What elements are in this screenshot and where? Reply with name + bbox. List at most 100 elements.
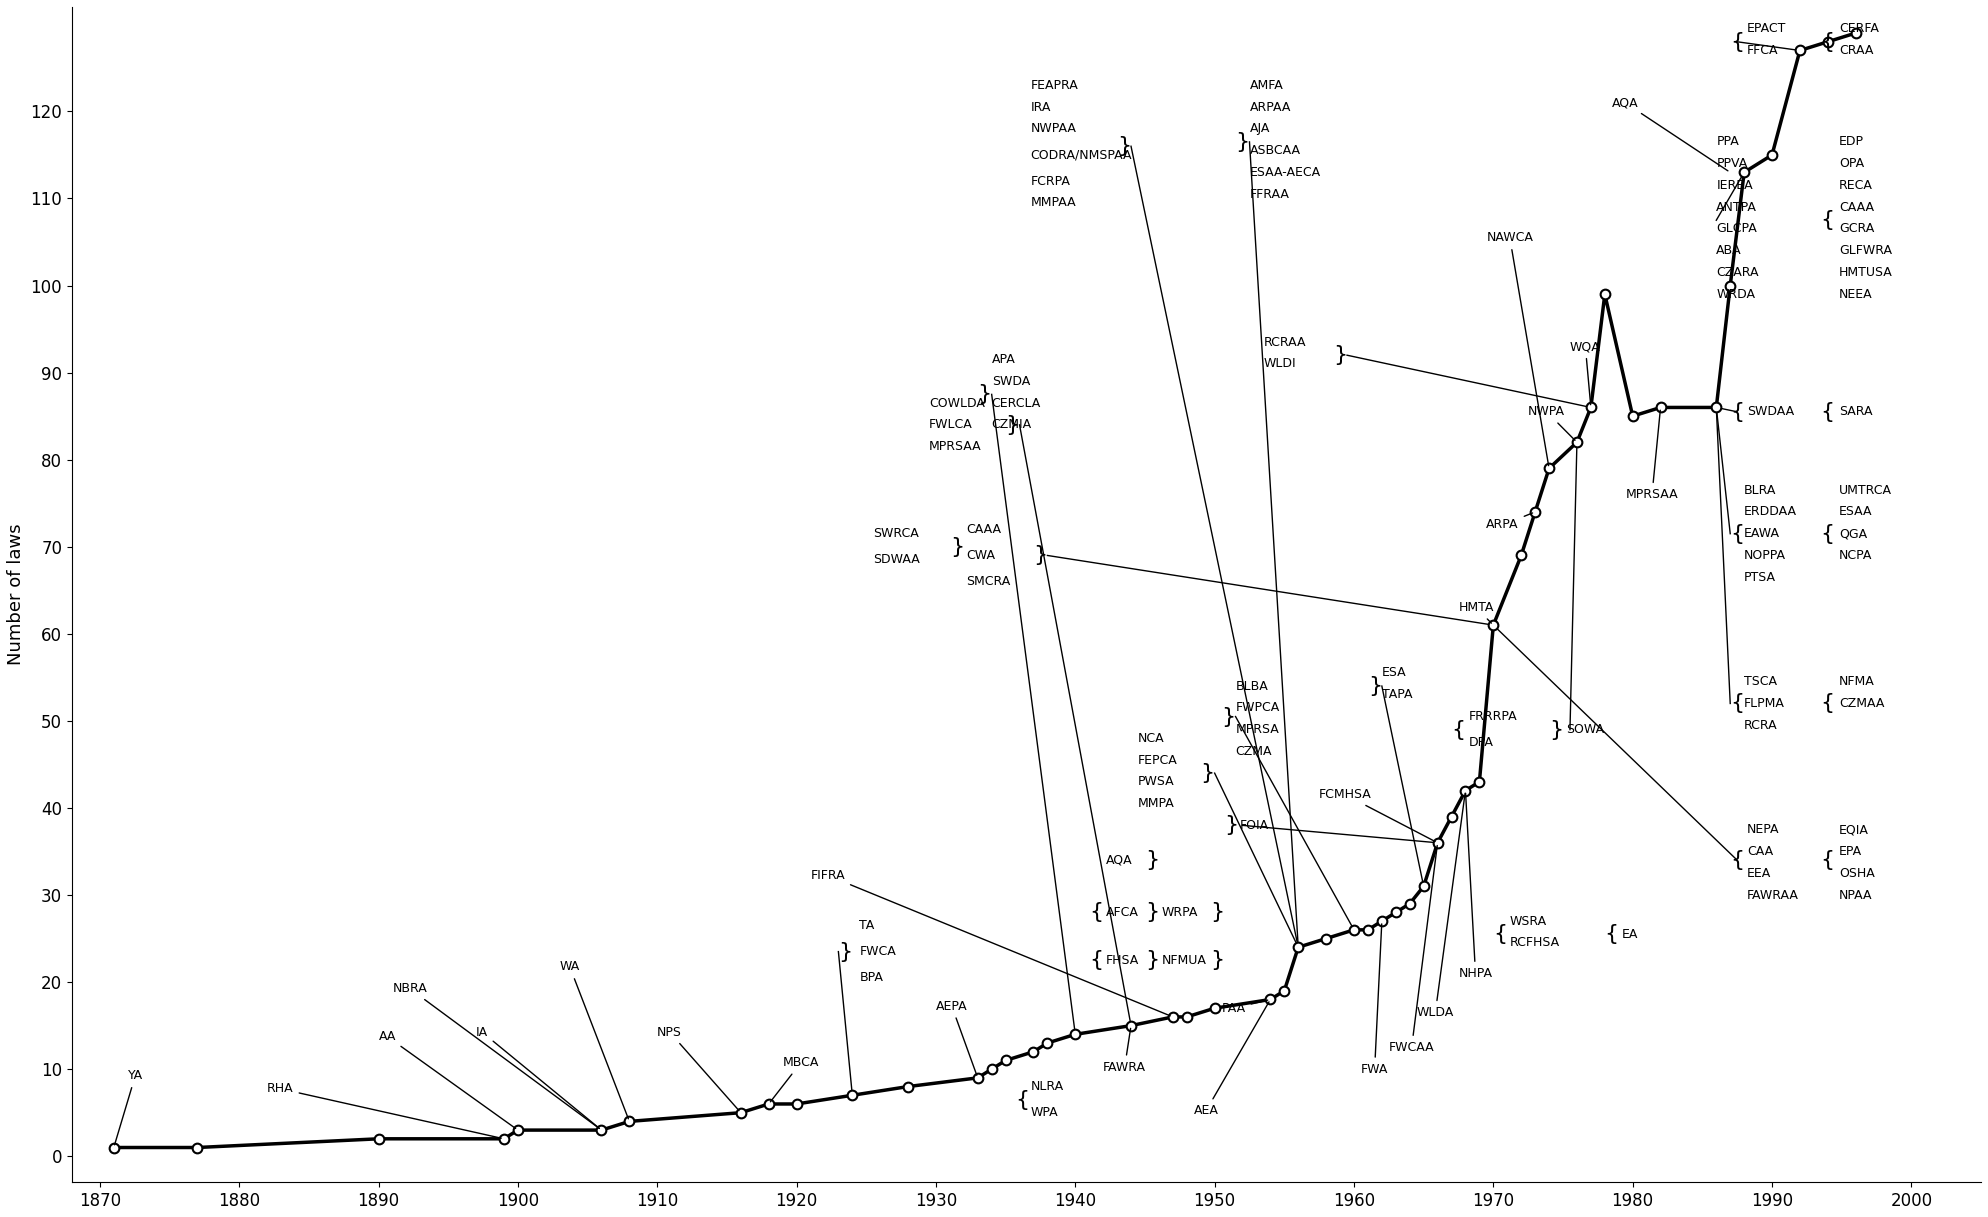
Text: GLFWRA: GLFWRA <box>1839 245 1893 257</box>
Text: SOWA: SOWA <box>1567 723 1604 736</box>
Text: CWA: CWA <box>966 549 996 562</box>
Text: RCRAA: RCRAA <box>1264 336 1306 348</box>
Text: FFCA: FFCA <box>1747 44 1779 57</box>
Text: EQIA: EQIA <box>1839 823 1869 836</box>
Text: BLBA: BLBA <box>1235 679 1268 692</box>
Text: {: { <box>1730 402 1743 422</box>
Text: }: } <box>1211 950 1225 970</box>
Text: WRPA: WRPA <box>1161 905 1199 919</box>
Text: IEREA: IEREA <box>1716 179 1753 192</box>
Text: FWLCA: FWLCA <box>928 419 972 431</box>
Text: }: } <box>1145 903 1159 922</box>
Text: PPVA: PPVA <box>1716 157 1747 170</box>
Text: NPS: NPS <box>658 1026 740 1111</box>
Text: NFMUA: NFMUA <box>1161 954 1207 966</box>
Text: DPA: DPA <box>1469 736 1493 750</box>
Text: {: { <box>1821 694 1835 713</box>
Text: IA: IA <box>475 1026 598 1128</box>
Text: ERDDAA: ERDDAA <box>1743 505 1797 518</box>
Text: {: { <box>1493 924 1507 944</box>
Text: {: { <box>1821 523 1835 544</box>
Text: }: } <box>978 385 992 404</box>
Text: FAWRA: FAWRA <box>1103 1028 1147 1073</box>
Text: GLCPA: GLCPA <box>1716 223 1757 235</box>
Text: NWPAA: NWPAA <box>1030 123 1077 135</box>
Text: WLDA: WLDA <box>1417 793 1465 1019</box>
Text: SARA: SARA <box>1839 405 1873 419</box>
Text: RECA: RECA <box>1839 179 1873 192</box>
Text: }: } <box>950 537 964 556</box>
Text: EA: EA <box>1622 927 1638 941</box>
Text: CZMIA: CZMIA <box>992 419 1032 431</box>
Text: FHSA: FHSA <box>1105 954 1139 966</box>
Text: NAWCA: NAWCA <box>1487 231 1549 466</box>
Text: FWCAA: FWCAA <box>1390 846 1437 1054</box>
Text: AQA: AQA <box>1105 853 1133 867</box>
Text: SMCRA: SMCRA <box>966 576 1010 588</box>
Text: NLRA: NLRA <box>1030 1079 1064 1093</box>
Text: }: } <box>1145 851 1159 870</box>
Text: CZARA: CZARA <box>1716 267 1759 279</box>
Text: OPA: OPA <box>1839 157 1865 170</box>
Text: ABA: ABA <box>1716 245 1741 257</box>
Text: FWA: FWA <box>1362 924 1388 1076</box>
Text: RCRA: RCRA <box>1743 719 1777 731</box>
Text: }: } <box>1334 346 1348 365</box>
Text: BLRA: BLRA <box>1743 483 1777 497</box>
Y-axis label: Number of laws: Number of laws <box>6 523 26 666</box>
Text: NWPA: NWPA <box>1529 405 1574 441</box>
Text: }: } <box>1034 545 1048 566</box>
Text: SWDA: SWDA <box>992 375 1030 388</box>
Text: AA: AA <box>378 1030 515 1128</box>
Text: CAAA: CAAA <box>1839 201 1875 214</box>
Text: NFMA: NFMA <box>1839 675 1875 688</box>
Text: NCPA: NCPA <box>1839 549 1873 562</box>
Text: MPRSA: MPRSA <box>1235 723 1280 736</box>
Text: FEAPRA: FEAPRA <box>1030 79 1077 91</box>
Text: {: { <box>1089 903 1103 922</box>
Text: HMTA: HMTA <box>1459 601 1493 623</box>
Text: EPA: EPA <box>1839 845 1863 858</box>
Text: ARPAA: ARPAA <box>1250 101 1290 113</box>
Text: COWLDA: COWLDA <box>928 397 984 410</box>
Text: RHA: RHA <box>266 1082 501 1138</box>
Text: MPRSAA: MPRSAA <box>928 441 982 453</box>
Text: ESAA-AECA: ESAA-AECA <box>1250 166 1320 179</box>
Text: IRA: IRA <box>1030 101 1052 113</box>
Text: {: { <box>1821 851 1835 870</box>
Text: OSHA: OSHA <box>1839 867 1875 880</box>
Text: }: } <box>1549 719 1563 740</box>
Text: AEA: AEA <box>1193 1002 1268 1117</box>
Text: NCA: NCA <box>1137 731 1165 745</box>
Text: EPACT: EPACT <box>1747 22 1787 35</box>
Text: FLPMA: FLPMA <box>1743 697 1785 710</box>
Text: NEEA: NEEA <box>1839 287 1873 301</box>
Text: FCMHSA: FCMHSA <box>1320 789 1435 841</box>
Text: {: { <box>1016 1089 1030 1110</box>
Text: {: { <box>1821 211 1835 230</box>
Text: }: } <box>1006 415 1020 434</box>
Text: FAWRAA: FAWRAA <box>1747 888 1799 902</box>
Text: BPA: BPA <box>859 971 883 985</box>
Text: WRDA: WRDA <box>1716 287 1755 301</box>
Text: APA: APA <box>992 353 1016 366</box>
Text: CODRA/NMSPAA: CODRA/NMSPAA <box>1030 148 1133 162</box>
Text: SWDAA: SWDAA <box>1747 405 1793 419</box>
Text: FWCA: FWCA <box>859 946 897 958</box>
Text: TAPA: TAPA <box>1382 689 1411 701</box>
Text: CRAA: CRAA <box>1839 44 1873 57</box>
Text: {: { <box>1089 950 1103 970</box>
Text: TSCA: TSCA <box>1743 675 1777 688</box>
Text: CAAA: CAAA <box>966 523 1002 535</box>
Text: YA: YA <box>115 1070 143 1145</box>
Text: }: } <box>1211 903 1225 922</box>
Text: NPAA: NPAA <box>1839 888 1873 902</box>
Text: {: { <box>1730 851 1743 870</box>
Text: ARPA: ARPA <box>1487 512 1533 532</box>
Text: CZMAA: CZMAA <box>1839 697 1885 710</box>
Text: ESA: ESA <box>1382 667 1406 679</box>
Text: NBRA: NBRA <box>392 982 598 1128</box>
Text: FRRRPA: FRRRPA <box>1469 710 1517 723</box>
Text: ASBCAA: ASBCAA <box>1250 144 1300 157</box>
Text: PWSA: PWSA <box>1137 775 1175 789</box>
